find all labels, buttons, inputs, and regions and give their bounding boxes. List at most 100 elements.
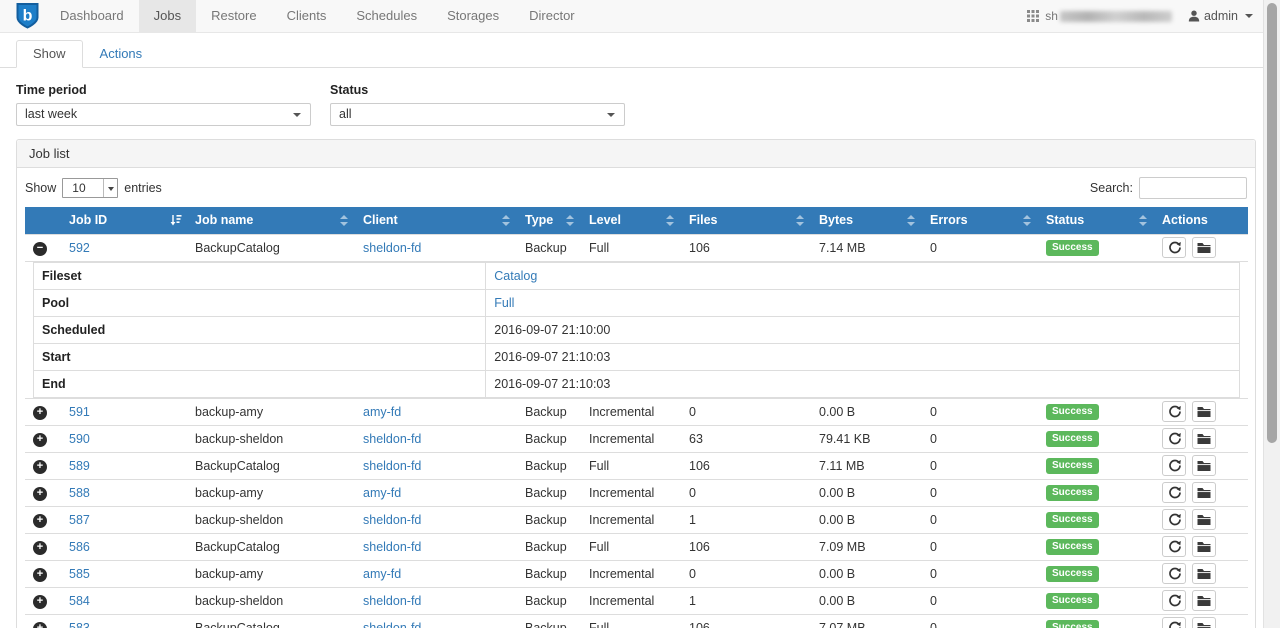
- column-header-files[interactable]: Files: [681, 207, 811, 234]
- job-id-link-591[interactable]: 591: [69, 405, 90, 419]
- job-log-button[interactable]: [1192, 428, 1216, 449]
- hostname-redacted: [1060, 11, 1172, 22]
- nav-item-dashboard[interactable]: Dashboard: [45, 0, 139, 32]
- column-header-client[interactable]: Client: [355, 207, 517, 234]
- table-row-589: 589 BackupCatalog sheldon-fd Backup Full…: [25, 452, 1248, 479]
- rerun-job-button[interactable]: [1162, 428, 1186, 449]
- sort-icon[interactable]: [907, 215, 915, 226]
- expand-row-toggle[interactable]: [33, 487, 47, 501]
- job-log-button[interactable]: [1192, 455, 1216, 476]
- nav-item-jobs[interactable]: Jobs: [139, 0, 196, 32]
- expand-row-toggle[interactable]: [33, 541, 47, 555]
- search-input[interactable]: [1139, 177, 1247, 199]
- detail-value-link[interactable]: Full: [494, 296, 514, 310]
- column-header-actions[interactable]: Actions: [1154, 207, 1248, 234]
- job-log-button[interactable]: [1192, 401, 1216, 422]
- client-link-sheldon-fd[interactable]: sheldon-fd: [363, 432, 421, 446]
- rerun-job-button[interactable]: [1162, 536, 1186, 557]
- client-link-amy-fd[interactable]: amy-fd: [363, 405, 401, 419]
- expand-row-toggle[interactable]: [33, 514, 47, 528]
- client-link-sheldon-fd[interactable]: sheldon-fd: [363, 594, 421, 608]
- column-header-status[interactable]: Status: [1038, 207, 1154, 234]
- rerun-icon: [1168, 567, 1181, 580]
- nav-item-restore[interactable]: Restore: [196, 0, 272, 32]
- job-id-link-586[interactable]: 586: [69, 540, 90, 554]
- job-id-link-584[interactable]: 584: [69, 594, 90, 608]
- client-link-sheldon-fd[interactable]: sheldon-fd: [363, 513, 421, 527]
- sort-icon[interactable]: [340, 215, 348, 226]
- job-id-link-592[interactable]: 592: [69, 241, 90, 255]
- expand-row-toggle[interactable]: [33, 242, 47, 256]
- expand-row-toggle[interactable]: [33, 595, 47, 609]
- level-cell: Full: [581, 533, 681, 560]
- bareos-logo[interactable]: b: [16, 0, 39, 32]
- table-row-592: 592 BackupCatalog sheldon-fd Backup Full…: [25, 234, 1248, 261]
- job-log-button[interactable]: [1192, 237, 1216, 258]
- rerun-job-button[interactable]: [1162, 482, 1186, 503]
- client-link-sheldon-fd[interactable]: sheldon-fd: [363, 241, 421, 255]
- client-link-amy-fd[interactable]: amy-fd: [363, 567, 401, 581]
- job-log-button[interactable]: [1192, 509, 1216, 530]
- job-log-button[interactable]: [1192, 563, 1216, 584]
- type-cell: Backup: [517, 479, 581, 506]
- nav-item-clients[interactable]: Clients: [272, 0, 342, 32]
- rerun-job-button[interactable]: [1162, 590, 1186, 611]
- sort-icon[interactable]: [502, 215, 510, 226]
- sort-desc-icon[interactable]: [170, 214, 182, 226]
- status-filter: Status all: [330, 83, 625, 126]
- tab-actions[interactable]: Actions: [83, 40, 160, 68]
- rerun-job-button[interactable]: [1162, 563, 1186, 584]
- client-link-amy-fd[interactable]: amy-fd: [363, 486, 401, 500]
- job-log-button[interactable]: [1192, 536, 1216, 557]
- rerun-job-button[interactable]: [1162, 455, 1186, 476]
- job-id-link-589[interactable]: 589: [69, 459, 90, 473]
- nav-item-storages[interactable]: Storages: [432, 0, 514, 32]
- job-id-link-588[interactable]: 588: [69, 486, 90, 500]
- nav-item-director[interactable]: Director: [514, 0, 590, 32]
- errors-cell: 0: [922, 479, 1038, 506]
- job-id-link-583[interactable]: 583: [69, 621, 90, 628]
- vertical-scrollbar[interactable]: [1263, 0, 1280, 628]
- tab-show[interactable]: Show: [16, 40, 83, 68]
- table-row-591: 591 backup-amy amy-fd Backup Incremental…: [25, 398, 1248, 425]
- level-cell: Incremental: [581, 560, 681, 587]
- rerun-job-button[interactable]: [1162, 509, 1186, 530]
- client-link-sheldon-fd[interactable]: sheldon-fd: [363, 621, 421, 628]
- job-log-button[interactable]: [1192, 482, 1216, 503]
- column-header-job-id[interactable]: Job ID: [61, 207, 187, 234]
- column-header-level[interactable]: Level: [581, 207, 681, 234]
- entries-label: entries: [124, 181, 162, 195]
- user-menu[interactable]: admin: [1188, 9, 1253, 23]
- sort-icon[interactable]: [566, 215, 574, 226]
- column-header-bytes[interactable]: Bytes: [811, 207, 922, 234]
- time-period-select[interactable]: last week: [16, 103, 311, 126]
- expand-row-toggle[interactable]: [33, 568, 47, 582]
- rerun-job-button[interactable]: [1162, 237, 1186, 258]
- status-select[interactable]: all: [330, 103, 625, 126]
- column-header-[interactable]: [25, 207, 61, 234]
- job-id-link-585[interactable]: 585: [69, 567, 90, 581]
- sort-icon[interactable]: [796, 215, 804, 226]
- job-log-button[interactable]: [1192, 617, 1216, 628]
- detail-value-link[interactable]: Catalog: [494, 269, 537, 283]
- expand-row-toggle[interactable]: [33, 406, 47, 420]
- column-header-type[interactable]: Type: [517, 207, 581, 234]
- nav-item-schedules[interactable]: Schedules: [341, 0, 432, 32]
- expand-row-toggle[interactable]: [33, 460, 47, 474]
- job-id-link-587[interactable]: 587: [69, 513, 90, 527]
- client-link-sheldon-fd[interactable]: sheldon-fd: [363, 540, 421, 554]
- rerun-job-button[interactable]: [1162, 617, 1186, 628]
- job-log-button[interactable]: [1192, 590, 1216, 611]
- job-id-link-590[interactable]: 590: [69, 432, 90, 446]
- page-size-select[interactable]: 10: [62, 178, 118, 198]
- column-header-job-name[interactable]: Job name: [187, 207, 355, 234]
- sort-icon[interactable]: [1139, 215, 1147, 226]
- sort-icon[interactable]: [666, 215, 674, 226]
- scrollbar-thumb[interactable]: [1267, 3, 1277, 443]
- column-header-errors[interactable]: Errors: [922, 207, 1038, 234]
- client-link-sheldon-fd[interactable]: sheldon-fd: [363, 459, 421, 473]
- rerun-job-button[interactable]: [1162, 401, 1186, 422]
- sort-icon[interactable]: [1023, 215, 1031, 226]
- expand-row-toggle[interactable]: [33, 622, 47, 628]
- expand-row-toggle[interactable]: [33, 433, 47, 447]
